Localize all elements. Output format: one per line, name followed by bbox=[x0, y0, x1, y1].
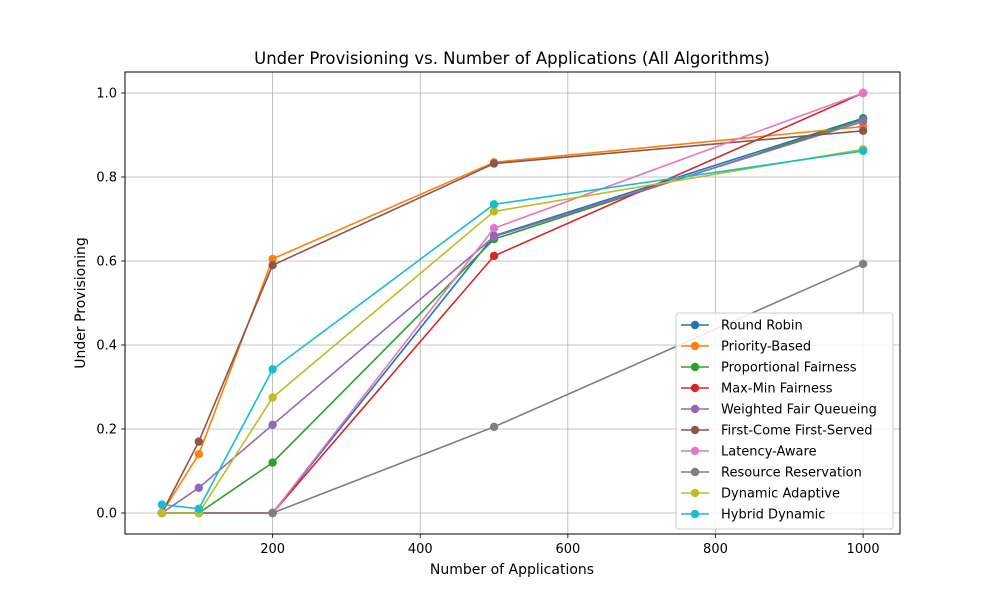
data-point bbox=[859, 89, 867, 97]
data-point bbox=[268, 509, 276, 517]
data-point bbox=[490, 200, 498, 208]
legend-label: Proportional Fairness bbox=[721, 361, 857, 376]
x-tick-label: 400 bbox=[408, 542, 433, 557]
y-tick-label: 0.8 bbox=[96, 171, 117, 186]
x-axis-title: Number of Applications bbox=[430, 562, 594, 578]
y-tick-label: 1.0 bbox=[96, 87, 117, 102]
legend-label: Resource Reservation bbox=[721, 466, 862, 481]
legend-label: First-Come First-Served bbox=[721, 424, 872, 439]
data-point bbox=[490, 232, 498, 240]
legend-label: Weighted Fair Queueing bbox=[721, 403, 877, 418]
chart-title: Under Provisioning vs. Number of Applica… bbox=[254, 49, 770, 68]
data-point bbox=[195, 437, 203, 445]
x-tick-label: 800 bbox=[703, 542, 728, 557]
legend-marker bbox=[691, 468, 699, 476]
data-point bbox=[158, 500, 166, 508]
y-axis-title: Under Provisioning bbox=[73, 237, 89, 368]
legend-marker bbox=[691, 510, 699, 518]
data-point bbox=[859, 260, 867, 268]
x-tick-label: 1000 bbox=[847, 542, 880, 557]
data-point bbox=[859, 147, 867, 155]
y-tick-label: 0.2 bbox=[96, 423, 117, 438]
legend-marker bbox=[691, 489, 699, 497]
legend-label: Dynamic Adaptive bbox=[721, 487, 840, 502]
legend-marker bbox=[691, 447, 699, 455]
data-point bbox=[195, 450, 203, 458]
legend-marker bbox=[691, 363, 699, 371]
legend-label: Hybrid Dynamic bbox=[721, 508, 825, 523]
y-tick-label: 0.4 bbox=[96, 339, 117, 354]
legend-label: Round Robin bbox=[721, 319, 803, 334]
y-tick-label: 0.6 bbox=[96, 255, 117, 270]
legend-marker bbox=[691, 426, 699, 434]
data-point bbox=[268, 365, 276, 373]
data-point bbox=[268, 393, 276, 401]
data-point bbox=[490, 423, 498, 431]
data-point bbox=[195, 484, 203, 492]
legend-marker bbox=[691, 342, 699, 350]
data-point bbox=[490, 252, 498, 260]
x-tick-label: 600 bbox=[555, 542, 580, 557]
data-point bbox=[158, 509, 166, 517]
data-point bbox=[268, 458, 276, 466]
data-point bbox=[268, 261, 276, 269]
data-point bbox=[195, 505, 203, 513]
data-point bbox=[268, 421, 276, 429]
y-tick-label: 0.0 bbox=[96, 507, 117, 522]
legend-marker bbox=[691, 384, 699, 392]
data-point bbox=[490, 224, 498, 232]
data-point bbox=[859, 127, 867, 135]
legend-marker bbox=[691, 405, 699, 413]
legend-marker bbox=[691, 321, 699, 329]
data-point bbox=[490, 159, 498, 167]
legend-label: Latency-Aware bbox=[721, 445, 817, 460]
data-point bbox=[859, 117, 867, 125]
legend-label: Max-Min Fairness bbox=[721, 382, 833, 397]
legend-label: Priority-Based bbox=[721, 340, 811, 355]
legend: Round Robin Priority-Based Proportional Fa… bbox=[676, 313, 893, 529]
x-tick-label: 200 bbox=[260, 542, 285, 557]
